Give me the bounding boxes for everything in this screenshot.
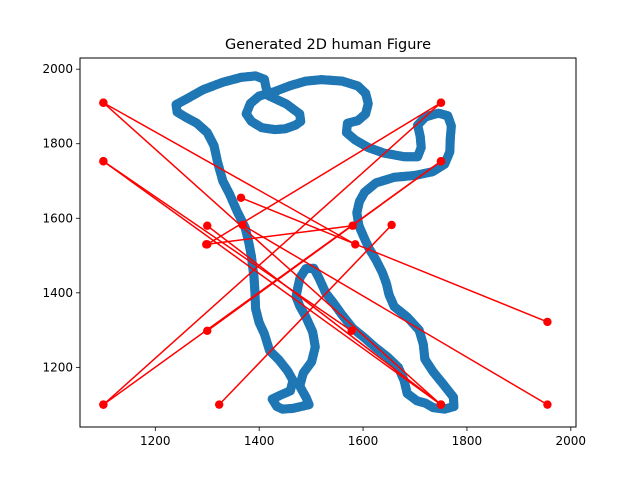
- segment-line: [206, 225, 442, 406]
- segment-endpoint: [99, 400, 108, 409]
- axes-frame: [79, 57, 577, 428]
- segment-endpoint: [214, 400, 224, 409]
- segment-endpoint: [203, 326, 212, 336]
- y-tick-label: 1800: [42, 137, 73, 151]
- segment-endpoint: [543, 317, 552, 327]
- y-tick-label: 1400: [42, 286, 73, 300]
- y-tick-label: 1600: [42, 211, 73, 225]
- segment-line: [206, 160, 442, 332]
- segment-endpoint: [351, 240, 360, 249]
- segment-endpoint: [387, 220, 396, 230]
- x-axis: 1200 1400 1600 1800 2000: [140, 427, 586, 448]
- segment-endpoint: [99, 98, 108, 107]
- x-tick-label: 1400: [244, 434, 275, 448]
- segment-endpoint: [236, 193, 246, 202]
- segment-line: [102, 102, 442, 406]
- segment-endpoint: [99, 157, 108, 166]
- segment-line: [206, 102, 442, 246]
- segment-line: [102, 160, 353, 332]
- outline-point: [273, 402, 283, 412]
- segment-endpoint: [543, 400, 552, 409]
- x-tick-label: 1200: [140, 434, 171, 448]
- segment-endpoint: [238, 220, 247, 230]
- segment-line: [240, 197, 548, 323]
- segment-endpoint: [347, 326, 356, 336]
- segment-series: [99, 98, 552, 409]
- y-tick-label: 1200: [42, 360, 73, 374]
- segment-line: [206, 224, 353, 246]
- segment-endpoint: [436, 98, 446, 107]
- segment-endpoint: [203, 221, 212, 230]
- segment-endpoint: [436, 157, 446, 166]
- segment-line: [218, 224, 393, 406]
- y-tick-label: 2000: [42, 62, 73, 76]
- segment-endpoint: [436, 400, 446, 409]
- segment-endpoint: [202, 240, 211, 249]
- x-tick-label: 1800: [452, 434, 483, 448]
- chart-title: Generated 2D human Figure: [225, 37, 431, 53]
- plot-area: [99, 71, 552, 414]
- x-tick-label: 2000: [556, 434, 587, 448]
- segment-line: [103, 102, 356, 246]
- y-axis: 1200 1400 1600 1800 2000: [42, 62, 80, 374]
- x-tick-label: 1600: [348, 434, 379, 448]
- segment-endpoint: [348, 221, 357, 230]
- segment-line: [242, 224, 548, 406]
